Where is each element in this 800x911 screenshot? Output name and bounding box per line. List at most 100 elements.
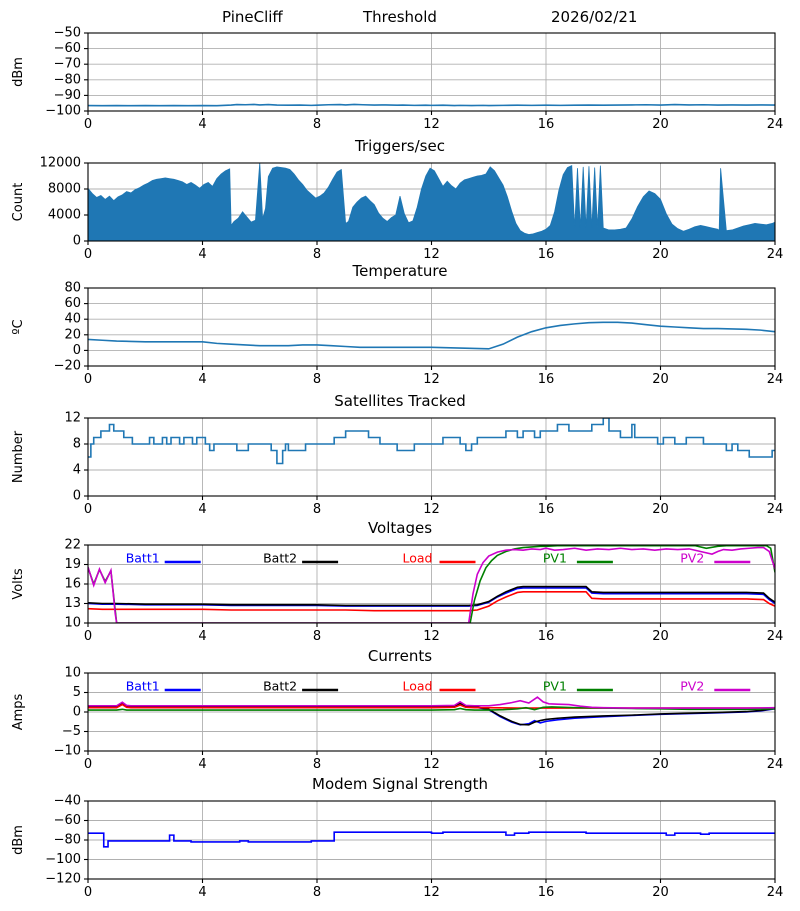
x-tick-label: 0 <box>84 372 92 387</box>
y-tick-label: 4 <box>73 463 81 478</box>
y-tick-label: 12 <box>64 411 81 426</box>
x-tick-label: 12 <box>423 629 440 644</box>
y-tick-label: −60 <box>54 813 81 828</box>
x-tick-label: 24 <box>767 372 784 387</box>
x-tick-label: 12 <box>423 372 440 387</box>
x-tick-label: 24 <box>767 629 784 644</box>
x-tick-label: 16 <box>538 247 555 262</box>
y-tick-label: 0 <box>73 234 81 249</box>
y-tick-label: 10 <box>64 616 81 631</box>
chart-title: Temperature <box>351 262 447 280</box>
x-tick-label: 20 <box>652 885 669 900</box>
panel-threshold: −100 −90 −80 −70 −60 −50 0 4 8 12 16 20 24 dBm <box>0 0 800 143</box>
y-tick-label: 8 <box>73 437 81 452</box>
x-tick-label: 0 <box>84 247 92 262</box>
x-tick-label: 4 <box>198 247 206 262</box>
x-tick-label: 20 <box>652 502 669 517</box>
series-batt2 <box>88 585 775 607</box>
legend-label-batt1: Batt1 <box>126 679 160 694</box>
x-tick-label: 12 <box>423 247 440 262</box>
y-axis-label: Number <box>11 430 26 483</box>
y-axis-label: ºC <box>11 319 26 334</box>
y-tick-label: 40 <box>64 312 81 327</box>
y-tick-label: −5 <box>62 724 81 739</box>
y-tick-label: −70 <box>54 57 81 72</box>
y-tick-label: −10 <box>54 744 81 759</box>
y-tick-label: 0 <box>73 489 81 504</box>
chart-title: Modem Signal Strength <box>312 775 488 793</box>
header: PineCliff Threshold 2026/02/21 <box>0 8 800 30</box>
x-tick-label: 12 <box>423 885 440 900</box>
x-tick-label: 24 <box>767 247 784 262</box>
x-tick-label: 16 <box>538 885 555 900</box>
y-tick-label: −60 <box>54 41 81 56</box>
series-satellites <box>88 418 775 465</box>
y-tick-label: −80 <box>54 72 81 87</box>
x-tick-label: 8 <box>313 757 321 772</box>
legend-label-batt2: Batt2 <box>263 551 297 566</box>
y-tick-label: −20 <box>54 359 81 374</box>
x-tick-label: 20 <box>652 247 669 262</box>
series-threshold <box>88 103 775 107</box>
y-tick-label: 60 <box>64 296 81 311</box>
chart-triggers: Triggers/sec 0 4000 8000 12000 0 4 8 12 16 20 24 Cou… <box>11 137 784 262</box>
y-axis-label: Volts <box>11 568 26 600</box>
chart-voltages: Voltages 10 13 16 19 22 0 4 8 12 16 20 24 Volts Batt1 B… <box>11 519 784 644</box>
x-tick-label: 16 <box>538 372 555 387</box>
header-date: 2026/02/21 <box>551 8 638 26</box>
y-tick-label: 4000 <box>48 208 81 223</box>
y-tick-label: −120 <box>45 872 81 887</box>
y-tick-label: −100 <box>45 104 81 119</box>
x-tick-label: 16 <box>538 502 555 517</box>
x-tick-label: 4 <box>198 757 206 772</box>
panel-satellites: Satellites Tracked 0 4 8 12 0 4 8 12 16 20 24 Number <box>0 385 800 528</box>
y-tick-label: 80 <box>64 281 81 296</box>
y-tick-label: −90 <box>54 88 81 103</box>
series-temperature <box>88 321 775 350</box>
x-tick-label: 4 <box>198 372 206 387</box>
x-tick-label: 0 <box>84 757 92 772</box>
series-pv1 <box>88 545 775 623</box>
panel-temperature: Temperature −20 0 20 40 60 80 0 4 8 12 16 20 24 ºC <box>0 255 800 398</box>
x-tick-label: 8 <box>313 629 321 644</box>
panel-modem: Modem Signal Strength −120 −100 −80 −60 −40 0 4… <box>0 768 800 911</box>
y-tick-label: 5 <box>73 685 81 700</box>
x-tick-label: 20 <box>652 629 669 644</box>
y-tick-label: 22 <box>64 538 81 553</box>
y-tick-label: −80 <box>54 833 81 848</box>
chart-threshold: −100−90−80−70−60−50 0 4 8 12 16 20 24 dBm <box>11 26 784 132</box>
x-tick-label: 8 <box>313 372 321 387</box>
y-tick-label: 12000 <box>40 156 81 171</box>
legend-label-pv1: PV1 <box>543 551 567 566</box>
x-tick-label: 20 <box>652 372 669 387</box>
x-tick-label: 8 <box>313 117 321 132</box>
x-tick-label: 20 <box>652 117 669 132</box>
x-tick-label: 4 <box>198 502 206 517</box>
panel-currents: Currents −10 −5 0 5 10 0 4 8 12 16 20 24 Amps Batt1 Bat… <box>0 640 800 783</box>
y-tick-label: −50 <box>54 26 81 41</box>
y-axis-label: Amps <box>11 693 26 730</box>
x-tick-label: 0 <box>84 117 92 132</box>
x-tick-label: 16 <box>538 757 555 772</box>
legend-label-batt2: Batt2 <box>263 679 297 694</box>
panel-voltages: Voltages 10 13 16 19 22 0 4 8 12 16 20 24 Volts Batt1 B… <box>0 512 800 655</box>
x-tick-label: 24 <box>767 757 784 772</box>
x-tick-label: 4 <box>198 117 206 132</box>
x-tick-label: 0 <box>84 885 92 900</box>
x-tick-label: 20 <box>652 757 669 772</box>
legend-label-pv1: PV1 <box>543 679 567 694</box>
y-tick-label: 8000 <box>48 182 81 197</box>
x-tick-label: 24 <box>767 117 784 132</box>
y-tick-label: 13 <box>64 596 81 611</box>
x-tick-label: 8 <box>313 502 321 517</box>
y-tick-label: 0 <box>73 343 81 358</box>
x-tick-label: 12 <box>423 502 440 517</box>
x-tick-label: 12 <box>423 757 440 772</box>
chart-currents: Currents −10 −5 0 5 10 0 4 8 12 16 20 24 Amps Batt1 Bat… <box>11 647 784 772</box>
y-tick-label: 20 <box>64 327 81 342</box>
y-tick-label: 10 <box>64 666 81 681</box>
legend-label-pv2: PV2 <box>680 679 704 694</box>
x-tick-label: 16 <box>538 629 555 644</box>
